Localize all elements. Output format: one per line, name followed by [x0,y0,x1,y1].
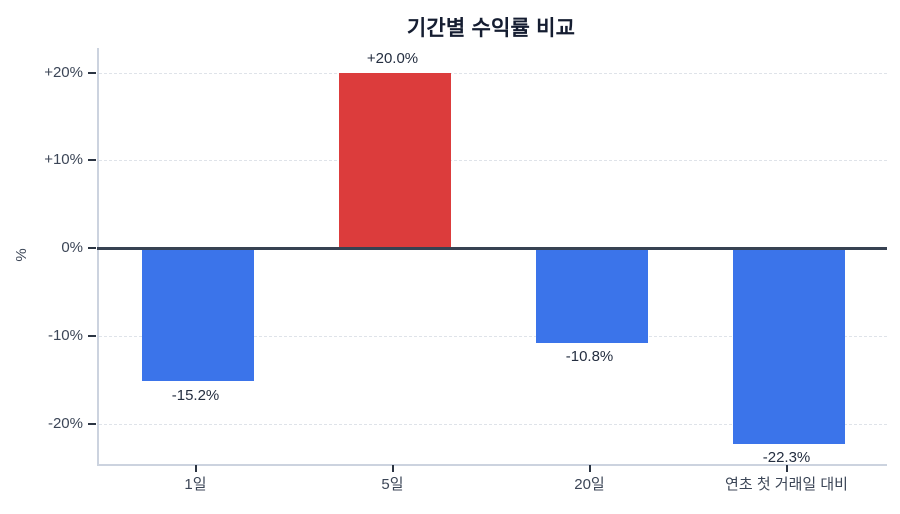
chart-title: 기간별 수익률 비교 [406,17,576,40]
y-tick-label: -10% [47,326,83,344]
x-tick-label: 20일 [574,476,605,493]
y-tick-mark [88,247,96,250]
y-tick-mark [88,71,96,74]
x-tick-label: 5일 [381,476,404,493]
bar-5d [338,72,451,249]
y-tick-mark [88,334,96,337]
x-tick-mark [391,465,394,472]
bar-value-label: -22.3% [762,448,811,466]
bar-20d [535,248,648,343]
y-tick-label: 0% [61,239,83,257]
y-tick-label: +20% [44,63,83,81]
zero-line [97,246,887,250]
y-tick-mark [88,422,96,425]
y-tick-mark [88,159,96,162]
bar-value-label: -15.2% [171,386,220,404]
y-tick-label: -20% [47,414,83,432]
gridline [99,335,887,337]
x-tick-mark [588,465,591,472]
gridline [99,160,887,162]
y-tick-label: +10% [44,151,83,169]
bar-value-label: -10.8% [565,347,614,365]
bar-1d [141,248,254,382]
x-tick-label: 연초 첫 거래일 대비 [725,476,848,493]
bar-ytd [732,248,845,444]
x-tick-mark [194,465,197,472]
x-tick-mark [785,465,788,472]
gridline [99,423,887,425]
bar-value-label: +20.0% [366,49,419,67]
plot-area [97,48,887,466]
gridline [99,72,887,74]
x-tick-label: 1일 [184,476,207,493]
